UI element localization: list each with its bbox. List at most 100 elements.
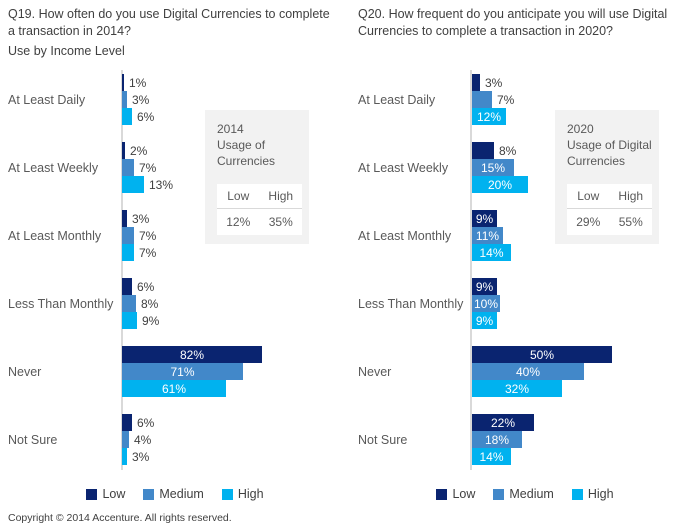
bar-line: 1% [122, 74, 350, 91]
category-bars: 2% 7% 13% [122, 142, 350, 193]
legend-swatch-icon [571, 488, 583, 500]
legend-label: High [237, 487, 264, 501]
category-group: Less Than Monthly 6% 8% 9% [0, 278, 350, 329]
usage-summary-col-low: Low [227, 189, 250, 203]
bar-value-label: 2% [130, 143, 148, 158]
copyright-text: Copyright © 2014 Accenture. All rights r… [8, 512, 232, 524]
bar-line: 7% [472, 91, 700, 108]
bar-value-label: 3% [485, 75, 503, 90]
bar-value-label: 8% [141, 296, 159, 311]
bar-line: 3% [122, 91, 350, 108]
bar-line: 20% [472, 176, 700, 193]
bar-high [122, 448, 127, 465]
category-label: Not Sure [358, 432, 408, 447]
category-label: Never [8, 364, 42, 379]
category-label: At Least Monthly [8, 228, 102, 243]
plot-area: At Least Daily 3% 7% 12% At Least Weekly 8% 15… [350, 74, 700, 482]
usage-summary-title-line: 2020 [567, 122, 594, 136]
bar-value-label: 7% [139, 245, 157, 260]
bar-line: 61% [122, 380, 350, 397]
bar-value-label: 3% [132, 211, 150, 226]
bar-value-label: 9% [475, 211, 494, 226]
bar-high [122, 312, 137, 329]
bar-line: 8% [472, 142, 700, 159]
bar-high [122, 108, 132, 125]
legend: Low Medium High [0, 487, 350, 501]
bar-medium [472, 91, 492, 108]
bar-value-label: 7% [139, 228, 157, 243]
charts-container: Q19. How often do you use Digital Curren… [0, 0, 700, 505]
category-bars: 9% 11% 14% [472, 210, 700, 261]
category-group: At Least Weekly 2% 7% 13% [0, 142, 350, 193]
category-label: At Least Monthly [358, 228, 452, 243]
category-bars: 82% 71% 61% [122, 346, 350, 397]
category-group: Not Sure 22% 18% 14% [350, 414, 700, 465]
bar-medium [122, 227, 134, 244]
category-label: At Least Daily [8, 92, 86, 107]
category-bars: 50% 40% 32% [472, 346, 700, 397]
bar-line: 40% [472, 363, 700, 380]
usage-summary-title-line: Currencies [567, 153, 626, 168]
chart-q20-2020: Q20. How frequent do you anticipate you … [350, 0, 700, 505]
bar-value-label: 12% [476, 109, 502, 124]
bar-value-label: 82% [179, 347, 205, 362]
bar-low [472, 142, 494, 159]
usage-summary-header: Low High [567, 184, 652, 209]
bar-line: 13% [122, 176, 350, 193]
bar-line: 8% [122, 295, 350, 312]
bar-high: 12% [472, 108, 506, 125]
plot-area: At Least Daily 1% 3% 6% At Least Weekly 2% 7% 1… [0, 74, 350, 482]
bar-line: 6% [122, 108, 350, 125]
usage-summary-box-2020: 2020 Usage of Digital Currencies Low High … [555, 110, 659, 244]
bar-line: 7% [122, 227, 350, 244]
bar-value-label: 7% [497, 92, 515, 107]
bar-value-label: 10% [473, 296, 499, 311]
bar-high: 61% [122, 380, 226, 397]
category-label: At Least Daily [358, 92, 436, 107]
bar-value-label: 6% [137, 415, 155, 430]
bar-value-label: 18% [484, 432, 510, 447]
bar-medium: 15% [472, 159, 514, 176]
bar-value-label: 15% [480, 160, 506, 175]
category-group: At Least Daily 1% 3% 6% [0, 74, 350, 125]
usage-summary-title-line: Usage of [217, 137, 266, 152]
bar-line: 82% [122, 346, 350, 363]
category-label: At Least Weekly [358, 160, 449, 175]
bar-value-label: 13% [149, 177, 174, 192]
usage-summary-value-low: 29% [576, 215, 601, 229]
bar-value-label: 14% [479, 449, 504, 464]
bar-value-label: 1% [129, 75, 147, 90]
legend-label: High [587, 487, 614, 501]
legend-swatch-icon [493, 488, 505, 500]
category-group: Less Than Monthly 9% 10% 9% [350, 278, 700, 329]
bar-high: 9% [472, 312, 497, 329]
bar-value-label: 50% [529, 347, 555, 362]
legend-item-high: High [571, 487, 614, 501]
chart-title: Q20. How frequent do you anticipate you … [358, 7, 668, 38]
legend-label: Medium [159, 487, 204, 501]
bar-line: 7% [122, 159, 350, 176]
category-bars: 1% 3% 6% [122, 74, 350, 125]
bar-line: 14% [472, 244, 700, 261]
bar-value-label: 3% [132, 449, 150, 464]
category-group: Never 50% 40% 32% [350, 346, 700, 397]
bar-value-label: 4% [134, 432, 152, 447]
bar-line: 3% [122, 448, 350, 465]
bar-line: 10% [472, 295, 700, 312]
usage-summary-header: Low High [217, 184, 302, 209]
category-bars: 8% 15% 20% [472, 142, 700, 193]
category-group: Not Sure 6% 4% 3% [0, 414, 350, 465]
usage-summary-title: 2014 Usage of Currencies [217, 122, 302, 184]
category-label: Never [358, 364, 392, 379]
bar-low: 9% [472, 278, 497, 295]
bar-value-label: 3% [132, 92, 150, 107]
bar-line: 14% [472, 448, 700, 465]
legend-label: Low [102, 487, 126, 501]
chart-q19-2014: Q19. How often do you use Digital Curren… [0, 0, 350, 505]
legend-label: Low [452, 487, 476, 501]
category-label: At Least Weekly [8, 160, 99, 175]
y-axis-line [121, 70, 123, 470]
bar-line: 6% [122, 414, 350, 431]
bar-low: 9% [472, 210, 497, 227]
